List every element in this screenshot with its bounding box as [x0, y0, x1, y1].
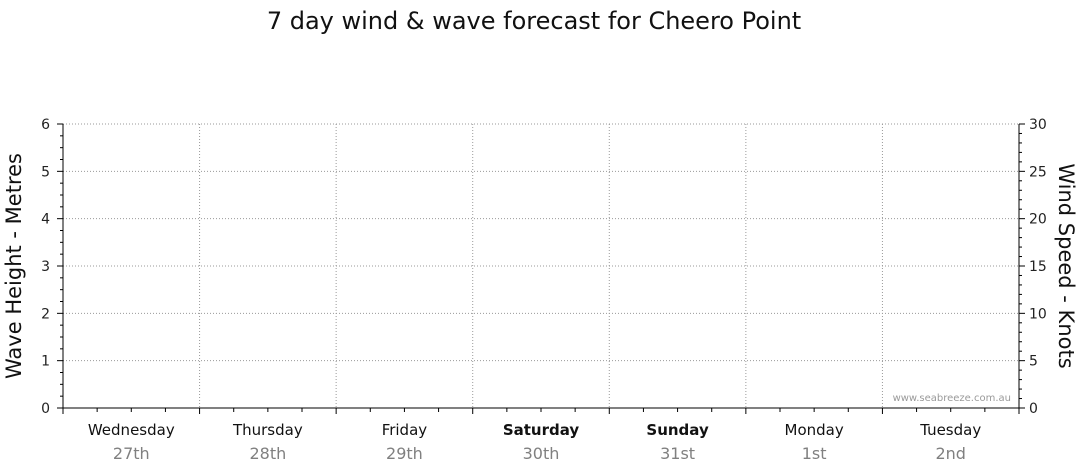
left-tick-label: 0 — [41, 401, 50, 417]
day-date-label: 27th — [113, 444, 150, 463]
left-axis-title: Wave Height - Metres — [2, 153, 26, 379]
day-date-label: 2nd — [935, 444, 965, 463]
tick-labels: 0 1 2 3 4 5 6 0 5 10 15 20 25 30 — [41, 117, 1047, 417]
right-tick-label: 15 — [1029, 259, 1047, 275]
day-date-label: 28th — [249, 444, 286, 463]
watermark: www.seabreeze.com.au — [893, 393, 1011, 404]
right-tick-label: 5 — [1029, 354, 1038, 370]
day-name-label: Friday — [382, 421, 428, 439]
day-date-label: 31st — [660, 444, 695, 463]
right-tick-label: 0 — [1029, 401, 1038, 417]
right-tick-label: 25 — [1029, 164, 1047, 180]
day-name-label: Saturday — [503, 421, 580, 439]
left-tick-label: 3 — [41, 259, 50, 275]
day-name-label: Wednesday — [88, 421, 175, 439]
day-date-label: 1st — [802, 444, 827, 463]
left-tick-label: 1 — [41, 354, 50, 370]
right-axis-title: Wind Speed - Knots — [1054, 163, 1078, 368]
day-name-label: Monday — [785, 421, 844, 439]
day-name-label: Tuesday — [919, 421, 981, 439]
day-name-label: Thursday — [232, 421, 303, 439]
grid-lines — [63, 123, 1019, 408]
left-tick-label: 4 — [41, 212, 50, 228]
right-tick-label: 30 — [1029, 117, 1047, 133]
left-tick-label: 2 — [41, 306, 50, 322]
day-labels: Wednesday 27th Thursday 28th Friday 29th Satur… — [88, 421, 981, 463]
left-tick-label: 6 — [41, 117, 50, 133]
left-tick-label: 5 — [41, 164, 50, 180]
tick-marks — [57, 123, 1025, 414]
day-name-label: Sunday — [646, 421, 709, 439]
day-date-label: 30th — [523, 444, 560, 463]
right-tick-label: 10 — [1029, 306, 1047, 322]
day-date-label: 29th — [386, 444, 423, 463]
right-tick-label: 20 — [1029, 212, 1047, 228]
chart-title: 7 day wind & wave forecast for Cheero Po… — [267, 7, 801, 35]
